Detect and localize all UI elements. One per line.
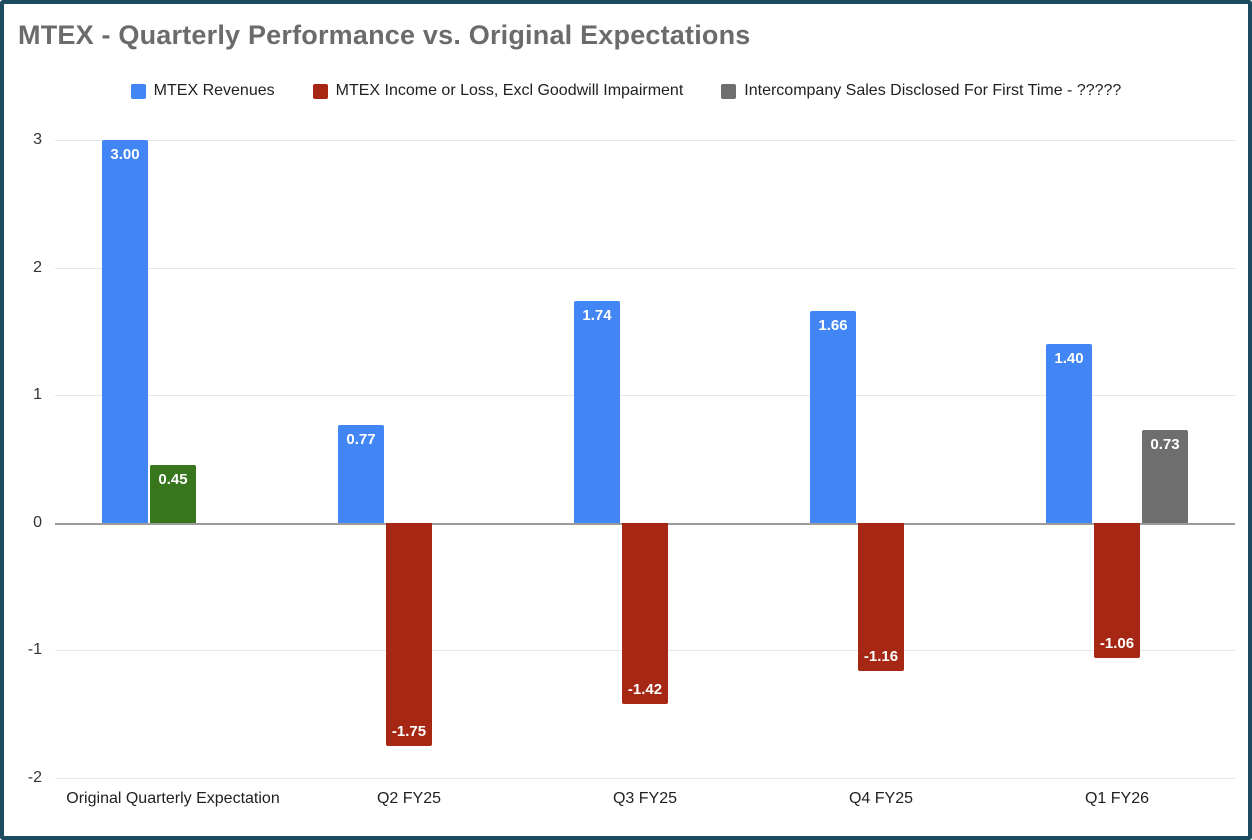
legend-label-revenues: MTEX Revenues xyxy=(153,82,275,99)
income-bar-value-label: -1.16 xyxy=(863,647,899,665)
x-axis-category-label: Q2 FY25 xyxy=(376,790,442,807)
income-bar xyxy=(386,522,432,747)
x-axis-category-label: Q1 FY26 xyxy=(1084,790,1150,807)
revenues-bar xyxy=(1046,344,1092,523)
y-axis-tick-label: 0 xyxy=(33,513,42,531)
revenues-bar-value-label: 1.74 xyxy=(582,306,612,324)
y-axis-tick-label: 1 xyxy=(33,386,42,404)
y-axis-tick-label: 2 xyxy=(33,258,42,276)
revenues-bar xyxy=(810,310,856,523)
legend-label-intercompany: Intercompany Sales Disclosed For First T… xyxy=(744,82,1122,99)
income-bar-value-label: 0.45 xyxy=(158,471,188,489)
x-axis-category-label: Original Quarterly Expectation xyxy=(66,790,280,807)
revenues-bar xyxy=(574,300,620,523)
x-axis-category-label: Q3 FY25 xyxy=(612,790,678,807)
gridline xyxy=(55,778,1235,779)
legend-item-intercompany: Intercompany Sales Disclosed For First T… xyxy=(721,82,1121,100)
income-bar-value-label: -1.75 xyxy=(391,723,427,741)
gridline xyxy=(55,140,1235,141)
income-bar xyxy=(622,522,668,704)
gridline xyxy=(55,395,1235,397)
revenues-bar-value-label: 1.40 xyxy=(1054,350,1084,368)
bar-chart: 3 2 1 0 -1 -2 Original Quarterly Expectation Q2… xyxy=(4,4,1248,836)
intercompany-bar xyxy=(1142,429,1188,523)
revenues-legend-swatch-icon xyxy=(130,83,146,99)
gridline xyxy=(55,267,1235,269)
income-bar xyxy=(1094,522,1140,659)
income-legend-swatch-icon xyxy=(312,83,328,99)
revenues-bar xyxy=(102,140,148,523)
y-axis-tick-label: 3 xyxy=(33,131,42,148)
x-axis-category-label: Q4 FY25 xyxy=(848,790,914,807)
income-bar xyxy=(858,522,904,671)
chart-legend: MTEX Revenues MTEX Income or Loss, Excl G… xyxy=(4,82,1248,100)
intercompany-legend-swatch-icon xyxy=(721,83,737,99)
intercompany-bar-value-label: 0.73 xyxy=(1150,435,1180,453)
y-axis-tick-label: -1 xyxy=(27,641,42,659)
y-axis-tick-label: -2 xyxy=(27,769,42,786)
income-bar-value-label: -1.42 xyxy=(627,680,663,698)
legend-label-income: MTEX Income or Loss, Excl Goodwill Impai… xyxy=(335,82,684,99)
legend-item-revenues: MTEX Revenues xyxy=(130,82,275,100)
income-bar-value-label: -1.06 xyxy=(1099,635,1135,653)
revenues-bar-value-label: 0.77 xyxy=(346,430,376,448)
chart-title: MTEX - Quarterly Performance vs. Origina… xyxy=(18,20,751,50)
revenues-bar-value-label: 3.00 xyxy=(110,146,140,163)
revenues-bar xyxy=(338,424,384,523)
legend-item-income: MTEX Income or Loss, Excl Goodwill Impai… xyxy=(312,82,684,100)
revenues-bar-value-label: 1.66 xyxy=(818,316,848,334)
income-bar xyxy=(150,465,196,523)
